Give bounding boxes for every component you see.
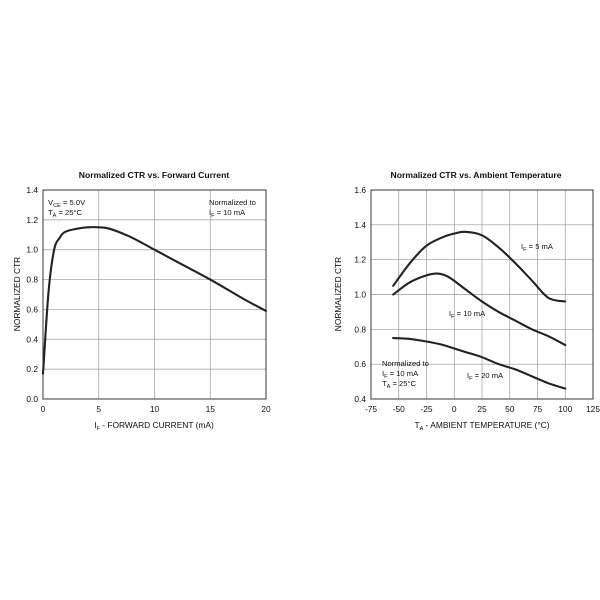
grid xyxy=(371,190,593,399)
y-tick-label: 1.4 xyxy=(354,220,366,230)
y-tick-label: 1.2 xyxy=(26,215,38,225)
ta-annotation: TA = 25°C xyxy=(48,208,83,219)
x-tick-label: 50 xyxy=(505,404,515,414)
vce-annotation: VCE = 5.0V xyxy=(48,198,86,209)
x-axis-label: IF - FORWARD CURRENT (mA) xyxy=(94,420,214,432)
series-label-5ma: IF = 5 mA xyxy=(521,242,554,253)
y-axis-label: NORMALIZED CTR xyxy=(333,257,343,331)
y-tick-label: 0.8 xyxy=(354,324,366,334)
y-tick-label: 1.4 xyxy=(26,185,38,195)
x-tick-labels: -75 -50 -25 0 25 50 75 100 125 xyxy=(365,404,600,414)
y-tick-label: 1.0 xyxy=(26,245,38,255)
x-tick-label: 5 xyxy=(96,404,101,414)
y-tick-label: 0.6 xyxy=(26,304,38,314)
y-tick-label: 0.2 xyxy=(26,364,38,374)
series-line-0 xyxy=(41,226,268,375)
series-label-10ma: IF = 10 mA xyxy=(449,309,486,320)
y-tick-label: 1.2 xyxy=(354,255,366,265)
y-tick-labels: 0.0 0.2 0.4 0.6 0.8 1.0 1.2 1.4 xyxy=(26,185,38,404)
series-label-20ma: IF = 20 mA xyxy=(467,371,504,382)
chart-ctr-vs-ambient-temperature: Normalized CTR vs. Ambient Temperature -… xyxy=(333,170,600,432)
series-line-2 xyxy=(392,336,567,390)
x-tick-label: 100 xyxy=(558,404,572,414)
y-tick-label: 0.4 xyxy=(354,394,366,404)
y-tick-labels: 0.4 0.6 0.8 1.0 1.2 1.4 1.6 xyxy=(354,185,366,404)
x-tick-label: -25 xyxy=(420,404,432,414)
y-tick-label: 1.6 xyxy=(354,185,366,195)
y-axis-label: NORMALIZED CTR xyxy=(12,257,22,331)
series-line-0 xyxy=(392,230,567,303)
x-tick-label: 0 xyxy=(452,404,457,414)
chart-ctr-vs-forward-current: Normalized CTR vs. Forward Current 0 5 10 1… xyxy=(12,170,271,432)
normalized-current-annotation: IF = 10 mA xyxy=(209,208,246,219)
x-tick-label: 25 xyxy=(477,404,487,414)
series-curves xyxy=(392,230,567,390)
y-tick-label: 0.8 xyxy=(26,275,38,285)
normalized-to-annotation: Normalized to xyxy=(382,359,429,368)
normalized-current-annotation: IF = 10 mA xyxy=(382,369,419,380)
plot-frame xyxy=(42,189,267,400)
ta-annotation: TA = 25°C xyxy=(382,379,417,390)
y-tick-label: 0.0 xyxy=(26,394,38,404)
series-line-1 xyxy=(392,272,567,347)
series-curves xyxy=(41,226,268,375)
x-tick-label: 125 xyxy=(586,404,600,414)
grid xyxy=(43,190,266,399)
x-tick-label: -50 xyxy=(393,404,405,414)
x-tick-labels: 0 5 10 15 20 xyxy=(41,404,271,414)
x-tick-label: -75 xyxy=(365,404,377,414)
x-axis-label: TA - AMBIENT TEMPERATURE (°C) xyxy=(414,420,549,432)
x-tick-label: 10 xyxy=(150,404,160,414)
x-tick-label: 15 xyxy=(206,404,216,414)
y-tick-label: 0.4 xyxy=(26,334,38,344)
plot-frame xyxy=(370,189,594,400)
y-tick-label: 1.0 xyxy=(354,290,366,300)
normalized-to-annotation: Normalized to xyxy=(209,198,256,207)
chart-title: Normalized CTR vs. Ambient Temperature xyxy=(391,170,562,180)
y-tick-label: 0.6 xyxy=(354,359,366,369)
x-tick-label: 20 xyxy=(261,404,271,414)
x-tick-label: 0 xyxy=(41,404,46,414)
chart-title: Normalized CTR vs. Forward Current xyxy=(79,170,230,180)
x-tick-label: 75 xyxy=(533,404,543,414)
